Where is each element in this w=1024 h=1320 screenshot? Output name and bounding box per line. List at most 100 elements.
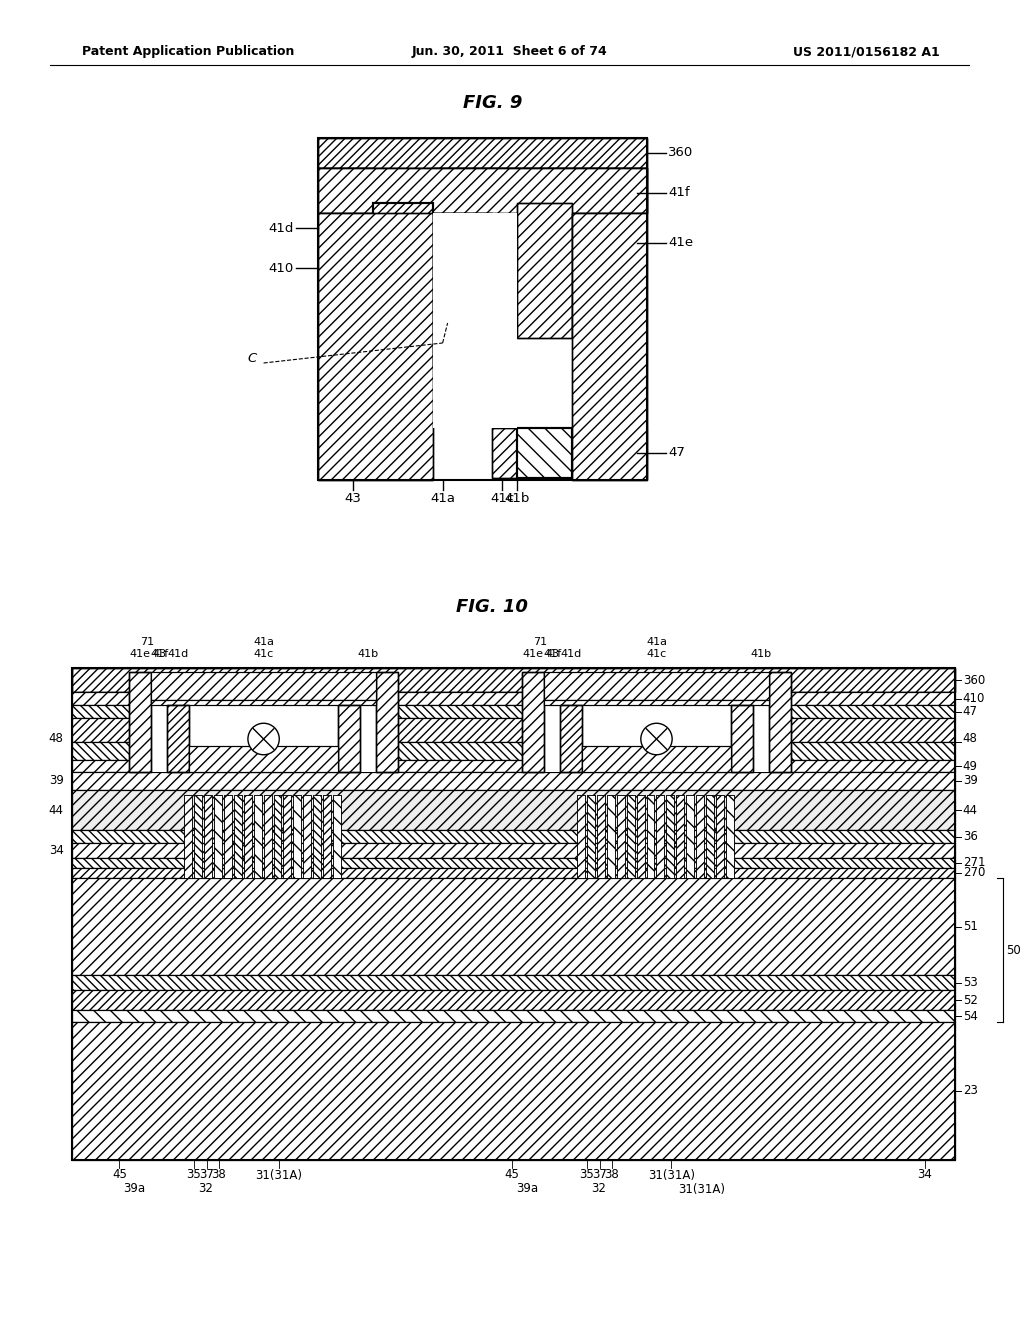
Bar [597, 795, 605, 878]
Bar [527, 168, 646, 213]
Bar [726, 795, 734, 878]
Text: 410: 410 [268, 261, 294, 275]
Bar [194, 795, 202, 878]
Text: 45: 45 [112, 1168, 127, 1181]
Text: 35: 35 [580, 1168, 594, 1181]
Bar [129, 672, 152, 772]
Bar [338, 705, 360, 772]
Bar [184, 795, 191, 878]
Bar [517, 428, 572, 478]
Bar [656, 795, 665, 878]
Bar [769, 672, 791, 772]
Text: US 2011/0156182 A1: US 2011/0156182 A1 [794, 45, 940, 58]
Bar [152, 700, 376, 705]
Text: 44: 44 [963, 804, 978, 817]
Bar [646, 795, 654, 878]
Text: 34: 34 [49, 843, 63, 857]
Bar [72, 760, 955, 772]
Bar [318, 168, 373, 213]
Bar [324, 795, 331, 878]
Bar [72, 830, 955, 843]
Bar [646, 795, 654, 878]
Bar [433, 168, 527, 213]
Text: 45: 45 [505, 1168, 520, 1181]
Bar [167, 705, 189, 772]
Bar [72, 742, 955, 760]
Text: 41a: 41a [646, 638, 667, 647]
Bar [318, 139, 646, 480]
Bar [677, 795, 684, 878]
Text: 41c: 41c [254, 649, 273, 659]
Text: 39: 39 [49, 775, 63, 788]
Bar [587, 795, 595, 878]
Circle shape [248, 723, 280, 755]
Bar [214, 795, 222, 878]
Text: 31(31A): 31(31A) [255, 1168, 302, 1181]
Bar [731, 705, 753, 772]
Bar [527, 168, 646, 213]
Bar [667, 795, 675, 878]
Bar [716, 795, 724, 878]
Bar [152, 672, 376, 772]
Bar [433, 168, 527, 213]
Bar [544, 672, 769, 700]
Bar [696, 795, 705, 878]
Text: 270: 270 [963, 866, 985, 879]
Bar [582, 746, 731, 772]
Bar [313, 795, 322, 878]
Bar [582, 428, 646, 478]
Bar [72, 990, 955, 1010]
Bar [616, 795, 625, 878]
Text: 410: 410 [963, 692, 985, 705]
Text: 39: 39 [963, 775, 978, 788]
Text: 41d: 41d [268, 222, 294, 235]
Text: 34: 34 [918, 1168, 933, 1181]
Text: 41c: 41c [490, 491, 514, 504]
Text: 271: 271 [963, 857, 985, 870]
Text: 41f: 41f [543, 649, 561, 659]
Bar [233, 795, 242, 878]
Bar [72, 692, 955, 705]
Bar [244, 795, 252, 878]
Bar [582, 746, 731, 772]
Bar [254, 795, 261, 878]
Bar [338, 705, 360, 772]
Bar [627, 795, 635, 878]
Text: 47: 47 [669, 446, 685, 459]
Bar [72, 1010, 955, 1022]
Text: 41b: 41b [357, 649, 379, 659]
Bar [72, 975, 955, 990]
Bar [544, 700, 769, 705]
Bar [333, 795, 341, 878]
Bar [214, 795, 222, 878]
Bar [72, 843, 955, 858]
Bar [517, 428, 572, 478]
Bar [152, 672, 376, 700]
Bar [517, 203, 572, 338]
Bar [333, 795, 341, 878]
Bar [318, 213, 433, 480]
Bar [560, 705, 582, 772]
Text: 23: 23 [963, 1085, 978, 1097]
Text: 41b: 41b [505, 491, 529, 504]
Bar [244, 795, 252, 878]
Text: 38: 38 [604, 1168, 620, 1181]
Bar [607, 795, 614, 878]
Bar [72, 705, 955, 718]
Text: 52: 52 [963, 994, 978, 1006]
Text: 37: 37 [592, 1168, 607, 1181]
Bar [696, 795, 705, 878]
Bar [72, 789, 955, 830]
Bar [493, 428, 532, 478]
Bar [72, 869, 955, 878]
Bar [572, 213, 646, 480]
Text: 39a: 39a [123, 1183, 145, 1196]
Text: 39a: 39a [516, 1183, 539, 1196]
Text: 41f: 41f [151, 649, 168, 659]
Text: 360: 360 [963, 673, 985, 686]
Text: 41a: 41a [253, 638, 274, 647]
Text: 47: 47 [963, 705, 978, 718]
Bar [577, 795, 585, 878]
Bar [433, 213, 493, 368]
Bar [582, 428, 646, 478]
